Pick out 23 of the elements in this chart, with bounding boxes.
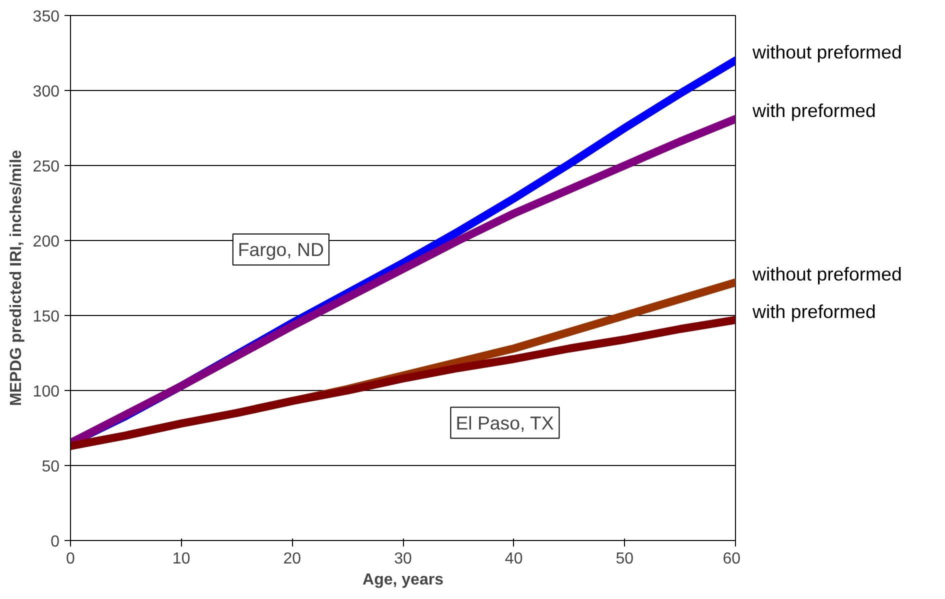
y-axis-title: MEPDG predicted IRI, inches/mile bbox=[8, 150, 25, 406]
annotation: El Paso, TX bbox=[456, 412, 554, 434]
x-tick-label: 60 bbox=[722, 550, 741, 568]
x-tick-label: 50 bbox=[616, 550, 634, 568]
x-tick-label: 0 bbox=[66, 550, 76, 568]
x-tick-label: 10 bbox=[172, 550, 190, 568]
series-label: without preformed bbox=[752, 42, 902, 62]
y-tick-label: 250 bbox=[32, 158, 60, 176]
x-axis-title: Age, years bbox=[362, 572, 444, 588]
series-label: with preformed bbox=[752, 100, 876, 121]
y-tick-label: 50 bbox=[42, 458, 60, 476]
y-tick-label: 0 bbox=[50, 534, 60, 550]
y-tick-label: 300 bbox=[32, 84, 60, 100]
x-tick-label: 40 bbox=[504, 550, 523, 568]
y-tick-label: 150 bbox=[32, 308, 60, 326]
series-label: with preformed bbox=[752, 301, 876, 322]
series-label: without preformed bbox=[752, 264, 902, 284]
annotation: Fargo, ND bbox=[238, 239, 324, 260]
x-tick-label: 30 bbox=[394, 550, 412, 568]
y-tick-label: 350 bbox=[32, 8, 60, 26]
y-tick-label: 200 bbox=[32, 234, 60, 250]
x-tick-label: 20 bbox=[283, 550, 302, 568]
y-tick-label: 100 bbox=[32, 384, 60, 400]
